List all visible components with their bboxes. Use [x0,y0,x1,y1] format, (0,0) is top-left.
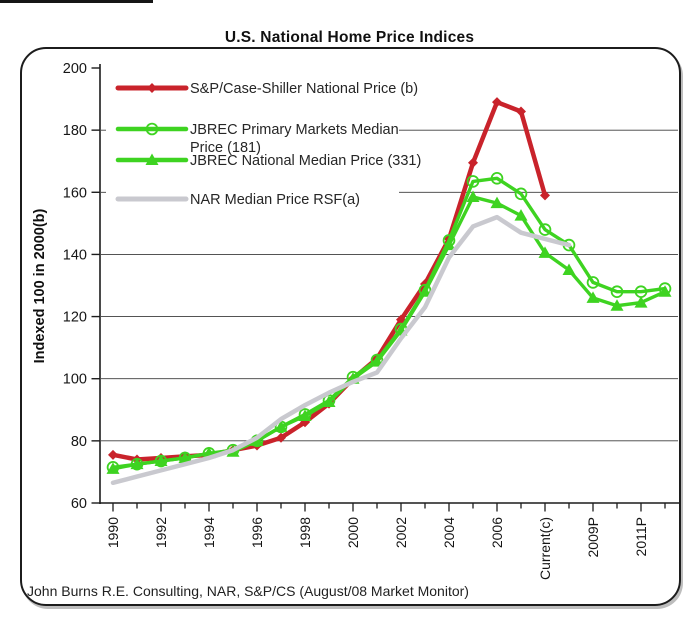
triangle-marker [610,299,624,311]
triangle-marker [466,190,480,202]
y-tick-label: 100 [63,372,87,388]
circle-marker [466,175,480,188]
triangle-marker [154,454,168,467]
series-line [110,214,572,486]
triangle-marker [634,296,648,308]
figure-frame [20,47,681,606]
circle-marker [145,122,159,136]
series-line [111,195,667,471]
chart-title: U.S. National Home Price Indices [224,29,475,46]
x-tick-label: 1992 [153,517,169,548]
circle-marker [538,223,552,236]
diamond-marker [108,449,118,460]
legend-label: NAR Median Price RSF(a) [190,192,360,208]
y-axis-title-text: Indexed 100 in 2000(b) [32,208,48,363]
triangle-marker [442,238,456,251]
circle-marker [514,187,528,201]
triangle-marker [490,196,504,209]
triangle-marker [178,451,192,463]
diamond-marker [147,83,157,93]
x-tick-label: 1996 [249,517,265,548]
x-tick-label: 2009P [585,517,601,557]
x-tick-label: 2006 [489,517,505,548]
series-3 [110,214,572,486]
x-tick-label: Current(c) [537,517,553,580]
triangle-marker [562,263,576,275]
triangle-marker [658,285,672,297]
y-tick-label: 60 [71,496,87,512]
triangle-marker [106,462,120,474]
triangle-marker [298,409,312,421]
circle-marker [610,285,624,299]
x-tick-label: 1994 [201,517,217,548]
triangle-marker [322,395,336,408]
x-tick-label: 1990 [105,517,121,548]
y-tick-label: 200 [63,61,87,77]
legend-label: JBREC Primary Markets Median [190,122,399,138]
y-axis-title: Indexed 100 in 2000(b) [32,208,48,363]
y-tick-label: 140 [63,247,87,263]
triangle-marker [538,246,552,258]
y-tick-label: 80 [71,434,87,450]
y-tick-label: 120 [63,310,87,326]
source-footnote: John Burns R.E. Consulting, NAR, S&P/CS … [27,583,469,599]
legend-label: JBREC National Median Price (331) [190,153,421,169]
legend: S&P/Case-Shiller National Price (b) JBREC… [115,81,421,208]
triangle-marker [274,420,288,432]
triangle-marker [145,153,159,165]
legend-label: Price (181) [190,140,261,156]
x-tick-label: 2000 [345,517,361,548]
triangle-marker [418,285,432,297]
series-2 [106,190,672,474]
triangle-marker [514,209,528,221]
triangle-marker [370,355,384,367]
legend-label: S&P/Case-Shiller National Price (b) [190,81,418,97]
circle-marker [490,172,504,185]
x-axis-labels: 1990 1992 1994 1996 1998 2000 2002 2004 2006 Curr… [105,503,666,580]
screenshot-artifact-bar [0,0,153,3]
diamond-marker [516,106,526,117]
diamond-marker [276,432,286,443]
triangle-marker [130,457,144,470]
diamond-marker [540,190,550,201]
axes [99,64,679,504]
diamond-marker [492,97,502,108]
x-tick-label: 2011P [633,517,649,556]
diamond-marker [468,157,478,168]
triangle-marker [586,291,600,303]
x-tick-label: 2004 [441,517,457,548]
x-tick-label: 2002 [393,517,409,548]
x-tick-label: 1998 [297,517,313,548]
circle-marker [586,276,600,289]
legend-background [106,74,399,232]
y-tick-label: 180 [63,123,87,139]
y-axis-labels: 200 180 160 140 120 100 80 60 [63,61,100,512]
y-tick-label: 160 [63,185,87,201]
